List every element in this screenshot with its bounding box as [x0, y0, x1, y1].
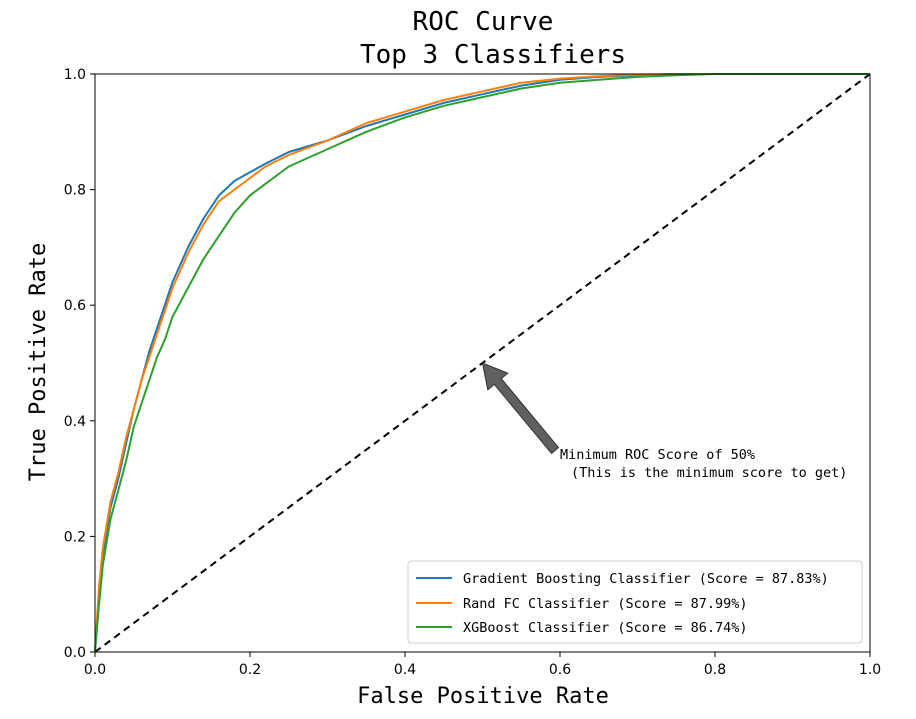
x-tick-label: 0.2 — [239, 662, 261, 678]
series-line-rand-fc — [94, 73, 870, 653]
y-tick-label: 0.4 — [64, 414, 86, 430]
legend-box — [407, 560, 863, 644]
ticks-layer: 0.0 0.2 0.4 0.6 0.8 1.0 0.0 0.2 0.4 0.6 0.8 1.0 — [64, 67, 881, 678]
chart-subtitle: Top 3 Classifiers — [360, 40, 626, 70]
y-tick-label: 1.0 — [64, 67, 86, 83]
legend-label-gradient-boosting: Gradient Boosting Classifier (Score = 87… — [463, 571, 829, 587]
annotation-arrow — [481, 362, 560, 455]
y-tick-label: 0.6 — [64, 298, 86, 314]
annotation-layer: Minimum ROC Score of 50% (This is the mi… — [481, 362, 847, 481]
x-tick-label: 0.8 — [704, 662, 726, 678]
chart-title: ROC Curve — [413, 7, 554, 37]
x-tick-label: 0.4 — [394, 662, 416, 678]
y-tick-label: 0.2 — [64, 529, 86, 545]
legend-label-rand-fc: Rand FC Classifier (Score = 87.99%) — [463, 596, 747, 612]
x-tick-label: 0.0 — [84, 662, 106, 678]
annotation-line-1: Minimum ROC Score of 50% — [560, 447, 755, 463]
legend-label-xgboost: XGBoost Classifier (Score = 86.74%) — [463, 620, 747, 636]
x-tick-label: 0.6 — [549, 662, 571, 678]
series-line-xgboost — [94, 73, 870, 653]
series-layer — [94, 73, 870, 653]
axes-frame — [94, 73, 871, 653]
annotation-line-2: (This is the minimum score to get) — [571, 465, 847, 481]
legend: Gradient Boosting Classifier (Score = 87… — [407, 560, 863, 644]
x-tick-label: 1.0 — [859, 662, 881, 678]
y-tick-label: 0.8 — [64, 183, 86, 199]
y-axis-label: True Positive Rate — [26, 243, 51, 481]
y-tick-label: 0.0 — [64, 645, 86, 661]
x-axis-label: False Positive Rate — [357, 684, 609, 709]
